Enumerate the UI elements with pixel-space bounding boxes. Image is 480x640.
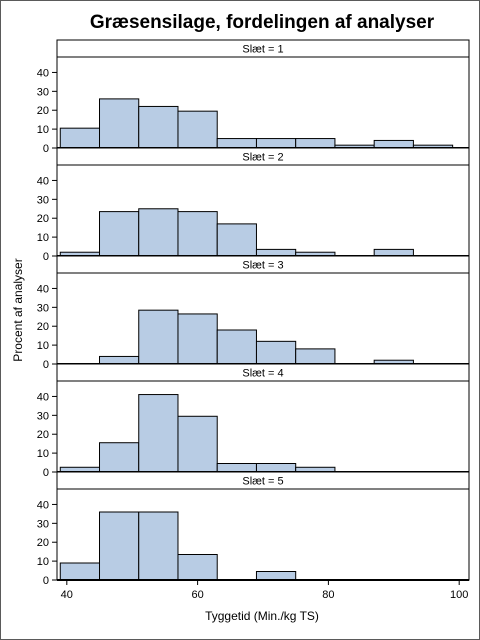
histogram-bar — [177, 554, 218, 581]
histogram-bar — [138, 105, 179, 149]
histogram-bar — [255, 340, 297, 365]
histogram-bar — [177, 415, 218, 473]
histogram-bar — [216, 463, 257, 473]
histogram-bar — [177, 313, 218, 365]
histogram-bar — [99, 98, 140, 149]
y-tick-label: 0 — [43, 359, 49, 371]
panel-strip-label: Slæt = 3 — [242, 260, 283, 272]
histogram-bar — [99, 511, 140, 581]
histogram-bar — [99, 442, 140, 473]
histogram-bar — [216, 138, 257, 149]
y-tick-label: 30 — [37, 86, 49, 98]
histogram-bar — [138, 208, 179, 257]
y-tick-label: 20 — [37, 429, 49, 441]
histogram-bar — [373, 139, 414, 149]
y-tick-label: 40 — [37, 175, 49, 187]
x-tick-label: 60 — [191, 589, 203, 601]
histogram-bar — [99, 211, 140, 257]
panel-strip-label: Slæt = 1 — [242, 44, 283, 56]
histogram-bar — [255, 571, 297, 581]
x-tick-label: 80 — [322, 589, 334, 601]
panel: Slæt = 3 0 10 20 30 40 — [37, 255, 470, 371]
y-tick-label: 10 — [37, 556, 49, 568]
y-tick-label: 20 — [37, 321, 49, 333]
y-tick-label: 40 — [37, 67, 49, 79]
histogram-bar — [59, 127, 101, 149]
y-tick-label: 40 — [37, 499, 49, 511]
panel-strip-label: Slæt = 2 — [242, 152, 283, 164]
y-tick-label: 20 — [37, 105, 49, 117]
y-tick-label: 0 — [43, 575, 49, 587]
panel-strip-label: Slæt = 4 — [242, 368, 283, 380]
histogram-bar — [177, 211, 218, 257]
y-tick-label: 30 — [37, 194, 49, 206]
x-tick-label: 40 — [61, 589, 73, 601]
histogram-bar — [216, 223, 257, 257]
x-tick-label: 100 — [450, 589, 468, 601]
panel: Slæt = 4 0 10 20 30 40 — [37, 363, 470, 479]
x-axis-label: Tyggetid (Min./kg TS) — [205, 609, 319, 623]
y-tick-label: 10 — [37, 448, 49, 460]
panel: Slæt = 2 0 10 20 30 40 — [37, 147, 470, 263]
histogram-bar — [177, 110, 218, 149]
y-tick-label: 40 — [37, 391, 49, 403]
y-tick-label: 10 — [37, 124, 49, 136]
histogram-bar — [59, 562, 101, 581]
histogram-bar — [99, 355, 140, 365]
y-tick-label: 30 — [37, 302, 49, 314]
histogram-bar — [138, 511, 179, 581]
histogram-bar — [138, 309, 179, 365]
y-tick-label: 0 — [43, 467, 49, 479]
y-tick-label: 0 — [43, 143, 49, 155]
y-tick-label: 10 — [37, 340, 49, 352]
chart-title: Græsensilage, fordelingen af analyser — [90, 12, 435, 33]
histogram-bar — [295, 138, 336, 149]
panel-strip-label: Slæt = 5 — [242, 476, 283, 488]
y-tick-label: 0 — [43, 251, 49, 263]
y-tick-label: 30 — [37, 410, 49, 422]
y-tick-label: 20 — [37, 537, 49, 549]
histogram-bar — [216, 329, 257, 365]
y-tick-label: 40 — [37, 283, 49, 295]
y-axis-label: Procent af analyser — [11, 258, 25, 361]
y-tick-label: 10 — [37, 232, 49, 244]
histogram-bar — [138, 394, 179, 473]
panel: Slæt = 1 0 10 20 30 40 — [37, 39, 470, 155]
panel: Slæt = 5 0 10 20 30 40 — [37, 471, 470, 587]
histogram-bar — [295, 348, 336, 365]
y-tick-label: 30 — [37, 518, 49, 530]
histogram-bar — [255, 138, 297, 149]
y-tick-label: 20 — [37, 213, 49, 225]
histogram-bar — [255, 463, 297, 473]
